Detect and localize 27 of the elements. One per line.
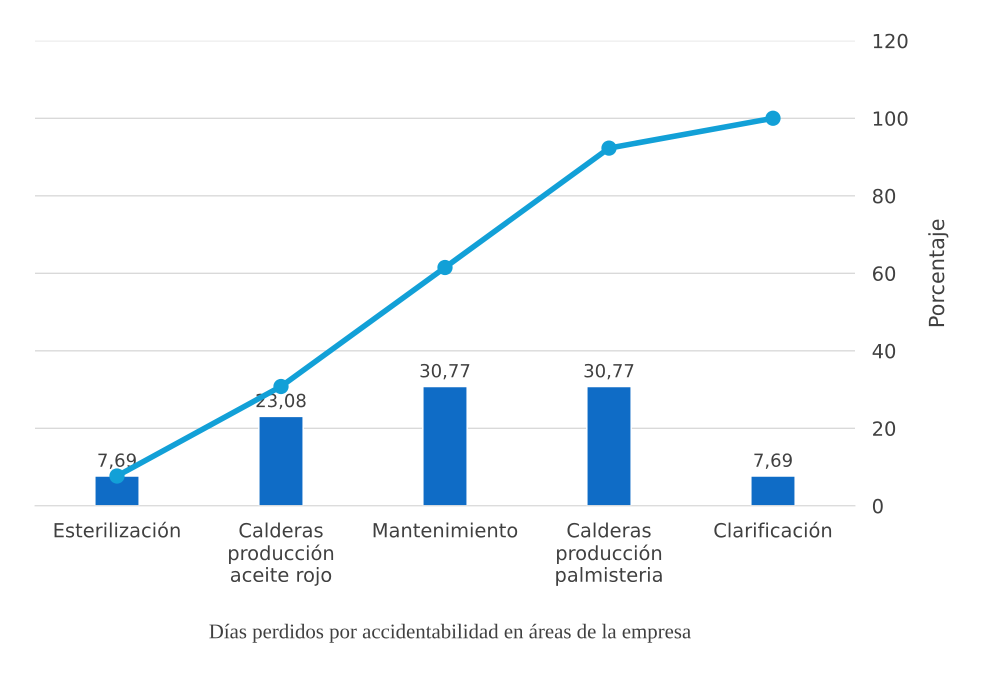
data-label: 7,69 <box>754 453 792 469</box>
data-label: 30,77 <box>420 364 470 380</box>
point <box>601 140 617 156</box>
x-tick-label: Clarificación <box>714 522 832 538</box>
bar <box>422 386 468 506</box>
y-tick-label: 100 <box>874 111 908 126</box>
bar <box>94 475 140 506</box>
x-tick-label: Calderas producción palmisteria <box>556 522 662 586</box>
point <box>109 468 125 484</box>
y-tick-label: 20 <box>873 421 896 436</box>
y-tick-label: 80 <box>872 188 896 204</box>
point <box>273 378 289 394</box>
y-tick-label: 60 <box>873 266 896 281</box>
point <box>437 260 453 276</box>
data-label: 30,77 <box>584 364 634 380</box>
y-tick-label: 40 <box>872 344 896 358</box>
y-axis-title: Porcentaje <box>928 220 948 326</box>
x-tick-label: Esterilización <box>54 522 180 538</box>
x-tick-label: Calderas producción aceite rojo <box>229 522 334 586</box>
y-tick-label: 0 <box>872 498 883 514</box>
bar <box>750 475 796 506</box>
y-tick-label: 120 <box>874 34 908 48</box>
bar <box>586 386 632 506</box>
x-axis-title: Días perdidos por accidentabilidad en áreas de la empresa <box>209 624 691 643</box>
point <box>765 110 781 126</box>
x-tick-label: Mantenimiento <box>374 522 518 538</box>
bar <box>258 416 304 506</box>
